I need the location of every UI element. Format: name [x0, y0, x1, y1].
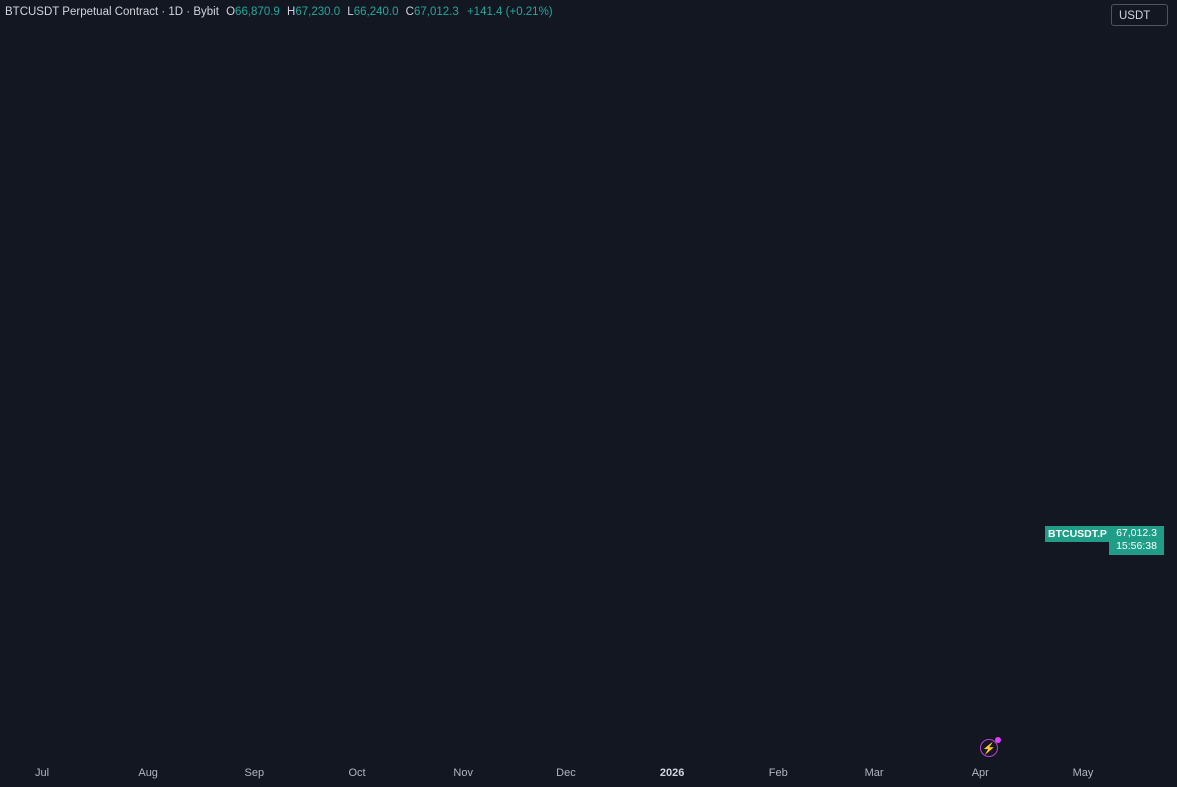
- time-tick: May: [1072, 767, 1094, 779]
- high-value: 67,230.0: [295, 6, 341, 18]
- time-tick: Jul: [34, 767, 50, 779]
- time-tick: Sep: [244, 767, 265, 779]
- lightning-icon[interactable]: ⚡: [980, 737, 1001, 757]
- time-tick: Apr: [971, 767, 989, 779]
- close-key: C: [405, 6, 414, 18]
- last-price-value: 67,012.3: [1116, 527, 1157, 539]
- low-value: 66,240.0: [353, 6, 399, 18]
- time-tick: Aug: [138, 767, 158, 779]
- bar-countdown: 15:56:38: [1116, 540, 1157, 552]
- symbol-price-label: BTCUSDT.P: [1045, 526, 1110, 542]
- chart-legend: BTCUSDT Perpetual Contract · 1D · Bybit …: [5, 6, 553, 18]
- low-key: L: [347, 6, 354, 18]
- high-key: H: [287, 6, 296, 18]
- time-tick: Dec: [556, 767, 576, 779]
- open-key: O: [226, 6, 236, 18]
- time-tick: 2026: [659, 767, 685, 779]
- time-tick: Nov: [453, 767, 473, 779]
- currency-selector[interactable]: USDT: [1111, 4, 1168, 26]
- change-value: +141.4 (+0.21%): [466, 6, 553, 18]
- last-price-label: 67,012.3 15:56:38: [1109, 526, 1164, 555]
- time-tick: Feb: [768, 767, 788, 779]
- open-value: 66,870.9: [235, 6, 280, 18]
- time-tick: Mar: [864, 767, 884, 779]
- close-value: 67,012.3: [413, 6, 459, 18]
- notification-dot: [995, 737, 1001, 743]
- time-tick: Oct: [348, 767, 366, 779]
- symbol-title: BTCUSDT Perpetual Contract · 1D · Bybit: [5, 6, 219, 18]
